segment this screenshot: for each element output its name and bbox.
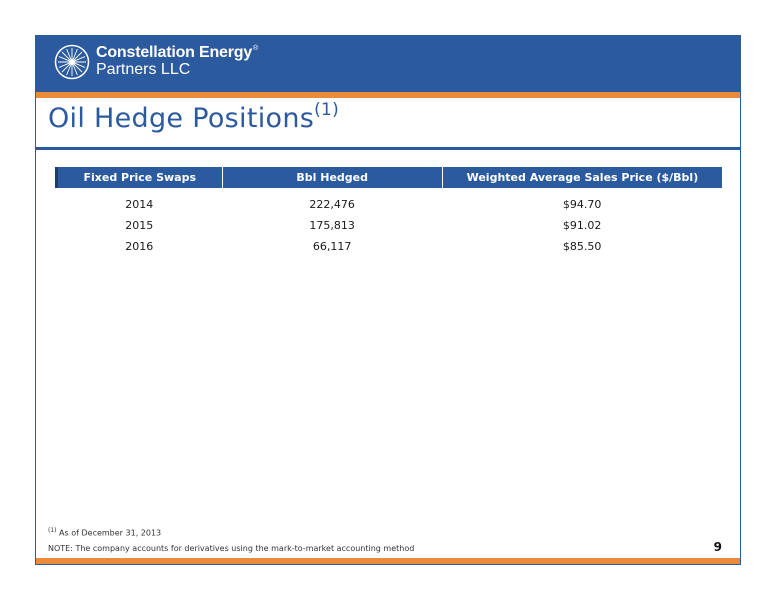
table-header-row: Fixed Price Swaps Bbl Hedged Weighted Av…	[55, 167, 722, 188]
cell-price: $85.50	[562, 240, 602, 253]
accounting-note: NOTE: The company accounts for derivativ…	[48, 544, 415, 553]
table-row: 2015 175,813 $91.02	[57, 215, 723, 236]
table-row: 2016 66,117 $85.50	[57, 236, 723, 257]
registered-mark: ®	[253, 45, 258, 53]
cell-price: $91.02	[562, 219, 602, 232]
starburst-logo-icon	[54, 44, 90, 80]
table-row: 2014 222,476 $94.70	[57, 188, 723, 215]
cell-bbl-hedged: 175,813	[309, 219, 355, 232]
footnote-text: As of December 31, 2013	[59, 528, 162, 538]
accent-bar-bottom	[36, 558, 740, 564]
accent-bar-top	[36, 92, 740, 98]
header-fixed-price-swaps: Fixed Price Swaps	[55, 167, 223, 188]
cell-price: $94.70	[562, 198, 602, 211]
slide: Constellation Energy® Partners LLC Oil H…	[35, 35, 741, 565]
oil-hedge-table: Fixed Price Swaps Bbl Hedged Weighted Av…	[55, 167, 722, 257]
page-number: 9	[713, 540, 722, 554]
cell-bbl-hedged: 66,117	[312, 240, 352, 253]
logo-name-line1: Constellation Energy®	[96, 44, 258, 62]
cell-year: 2015	[125, 219, 154, 232]
title-divider	[36, 147, 740, 150]
title-footnote-marker: (1)	[314, 100, 340, 120]
header-weighted-avg-price: Weighted Average Sales Price ($/Bbl)	[442, 167, 722, 188]
cell-year: 2014	[125, 198, 154, 211]
header-band: Constellation Energy® Partners LLC	[36, 36, 740, 92]
cell-bbl-hedged: 222,476	[309, 198, 355, 211]
header-bbl-hedged: Bbl Hedged	[222, 167, 443, 188]
footnote: (1) As of December 31, 2013	[48, 527, 161, 538]
footnote-marker: (1)	[48, 527, 57, 534]
company-logo: Constellation Energy® Partners LLC	[54, 44, 258, 80]
page-title: Oil Hedge Positions(1)	[48, 100, 340, 134]
cell-year: 2016	[125, 240, 154, 253]
logo-name-line2: Partners LLC	[96, 61, 191, 78]
